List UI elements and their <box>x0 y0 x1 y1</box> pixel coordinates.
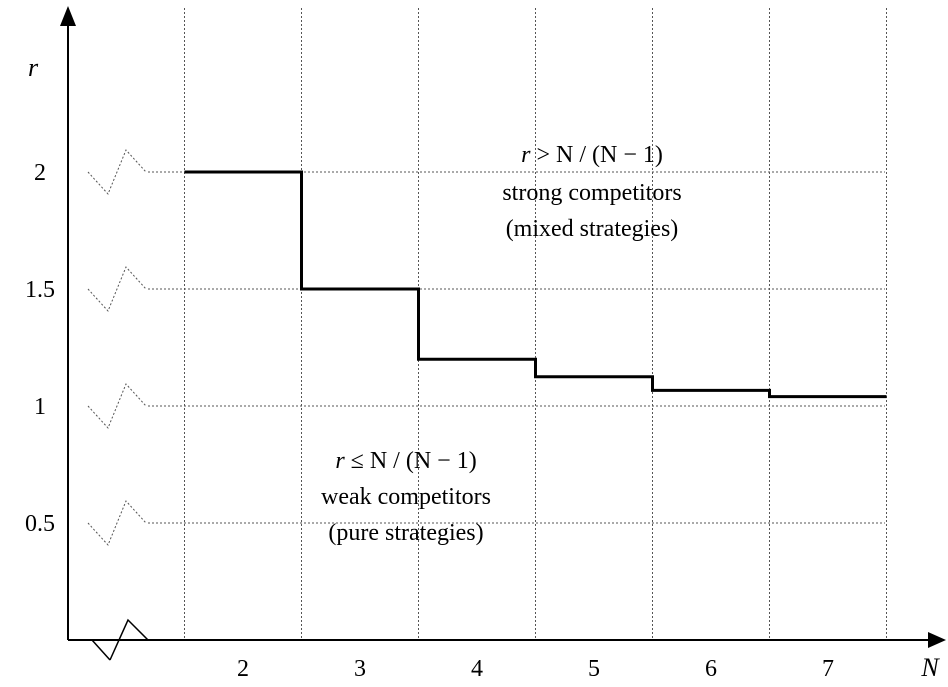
y-tick-label-2: 1.5 <box>25 277 55 303</box>
axis-break-marks <box>87 149 149 661</box>
y-tick-label-1: 1 <box>34 394 46 420</box>
annotation-lower-line1: r ≤ N / (N − 1) <box>335 448 476 474</box>
annotation-upper: r > N / (N − 1) strong competitors (mixe… <box>502 142 681 242</box>
y-axis-title: r <box>28 53 39 82</box>
y-tick-label-0: 0.5 <box>25 511 55 537</box>
series-group <box>184 170 887 399</box>
x-tick-label-0: 2 <box>237 656 249 682</box>
x-tick-label-1: 3 <box>354 656 366 682</box>
annotation-upper-line2: strong competitors <box>502 180 681 206</box>
annotation-lower-formula: ≤ N / (N − 1) <box>345 448 477 474</box>
y-axis-arrow <box>60 6 76 26</box>
x-tick-label-3: 5 <box>588 656 600 682</box>
x-axis-arrow <box>928 632 946 648</box>
axes <box>60 6 946 648</box>
grid-lines <box>148 8 887 640</box>
x-axis-title: N <box>920 653 940 682</box>
tick-labels: 0.5 1 1.5 2 2 3 4 5 6 7 <box>25 160 834 682</box>
step-series-line <box>184 170 887 399</box>
y-break-mark-0 <box>87 500 147 546</box>
x-tick-label-2: 4 <box>471 656 483 682</box>
annotation-lower: r ≤ N / (N − 1) weak competitors (pure s… <box>321 448 491 546</box>
annotation-lower-line2: weak competitors <box>321 484 491 510</box>
y-break-mark-1 <box>87 383 147 429</box>
annotation-upper-line3: (mixed strategies) <box>506 216 679 242</box>
annotation-upper-r: r <box>521 142 531 168</box>
y-tick-label-3: 2 <box>34 160 46 186</box>
y-break-mark-3 <box>87 149 147 195</box>
x-tick-label-5: 7 <box>822 656 834 682</box>
y-break-mark-2 <box>87 266 147 312</box>
annotation-lower-line3: (pure strategies) <box>328 520 483 546</box>
x-break-mark <box>91 618 149 661</box>
annotation-upper-line1: r > N / (N − 1) <box>521 142 663 168</box>
annotation-lower-r: r <box>335 448 345 474</box>
annotation-upper-formula: > N / (N − 1) <box>530 142 662 168</box>
x-tick-label-4: 6 <box>705 656 717 682</box>
